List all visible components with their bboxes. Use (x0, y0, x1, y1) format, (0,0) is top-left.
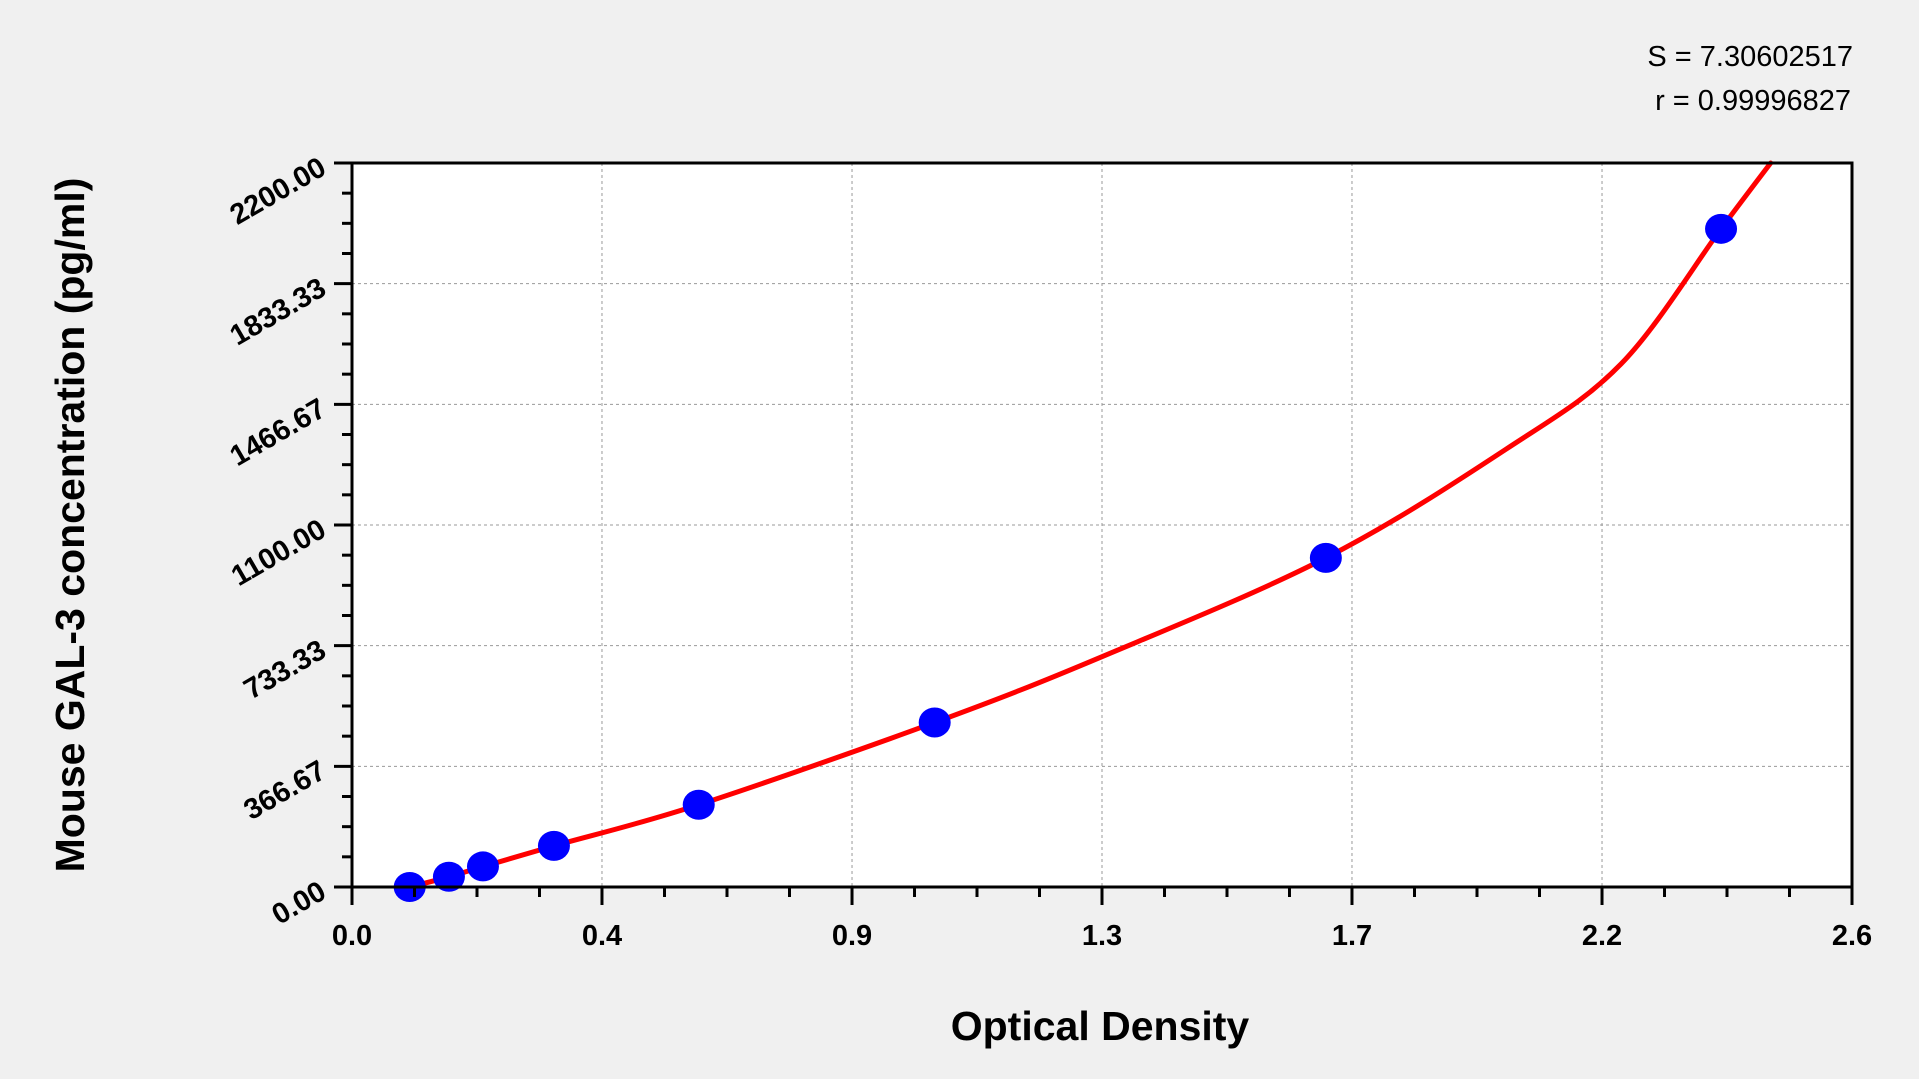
y-tick-label: 1100.00 (226, 513, 331, 592)
y-tick-label: 2200.00 (225, 151, 332, 231)
data-point (1309, 542, 1342, 573)
x-tick-label: 0.4 (582, 920, 622, 952)
y-tick-label: 366.67 (239, 755, 332, 827)
data-point (682, 789, 715, 820)
fit-curve-group (407, 160, 1774, 890)
axis-ticks (334, 161, 1854, 905)
y-tick-label: 0.00 (267, 875, 332, 931)
x-tick-label: 1.3 (1082, 920, 1122, 952)
fit-curve-line (407, 160, 1774, 890)
y-tick-label: 733.33 (239, 634, 332, 706)
data-point (466, 851, 499, 882)
data-point (432, 861, 465, 892)
data-points-group (393, 213, 1738, 902)
stat-r-annotation: r = 0.99996827 (1655, 85, 1851, 117)
y-axis-title: Mouse GAL-3 concentration (pg/ml) (47, 178, 93, 873)
x-tick-label: 2.2 (1582, 920, 1622, 952)
gridlines (352, 163, 1852, 887)
x-tick-label: 1.7 (1332, 920, 1372, 952)
data-point (1705, 213, 1738, 244)
y-tick-labels: 0.00 366.67 733.33 1100.00 1466.67 1833.33 220… (225, 151, 332, 931)
x-tick-label: 0.0 (332, 920, 372, 952)
x-tick-label: 2.6 (1832, 920, 1872, 952)
stat-s-annotation: S = 7.30602517 (1647, 41, 1853, 73)
x-tick-label: 0.9 (832, 920, 872, 952)
y-tick-label: 1833.33 (225, 272, 332, 352)
data-point (537, 830, 570, 861)
y-tick-label: 1466.67 (225, 393, 332, 473)
x-tick-labels: 0.0 0.4 0.9 1.3 1.7 2.2 2.6 (332, 920, 1872, 952)
data-point (918, 707, 951, 738)
x-axis-title: Optical Density (951, 1003, 1250, 1049)
